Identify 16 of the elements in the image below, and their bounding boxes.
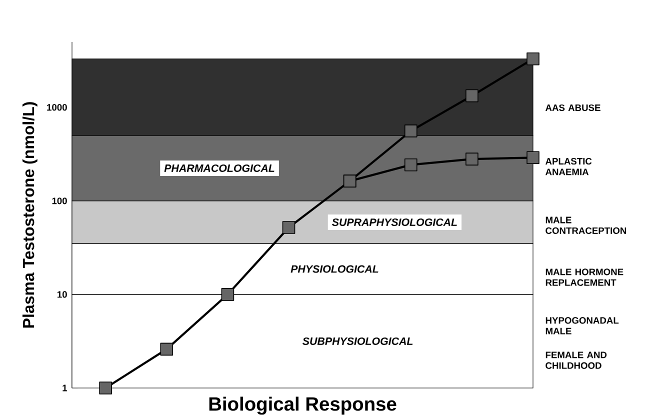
text: AAS ABUSE <box>546 104 600 112</box>
y-tick-label: 1000 <box>47 104 67 111</box>
y-tick-label: 100 <box>52 198 67 204</box>
band-label: SUBPHYSIOLOGICAL <box>302 337 413 345</box>
y-tick-label: 1 <box>62 384 68 392</box>
text: HYPOGONADAL MALE <box>546 317 619 334</box>
text: FEMALE AND CHILDHOOD <box>546 352 607 369</box>
y-tick-label: 10 <box>58 291 67 298</box>
band-label: SUPRAPHYSIOLOGICAL <box>332 218 457 226</box>
text: APLASTIC ANAEMIA <box>546 158 592 176</box>
text: MALE HORMONE REPLACEMENT <box>546 268 624 286</box>
text: MALE CONTRACEPTION <box>546 216 626 234</box>
x-axis-title: Biological Response <box>209 396 396 415</box>
y-axis-title: Plasma Testosterone (nmol/L) <box>22 102 38 328</box>
band-label: PHYSIOLOGICAL <box>290 265 378 273</box>
band-label: PHARMACOLOGICAL <box>164 164 274 172</box>
